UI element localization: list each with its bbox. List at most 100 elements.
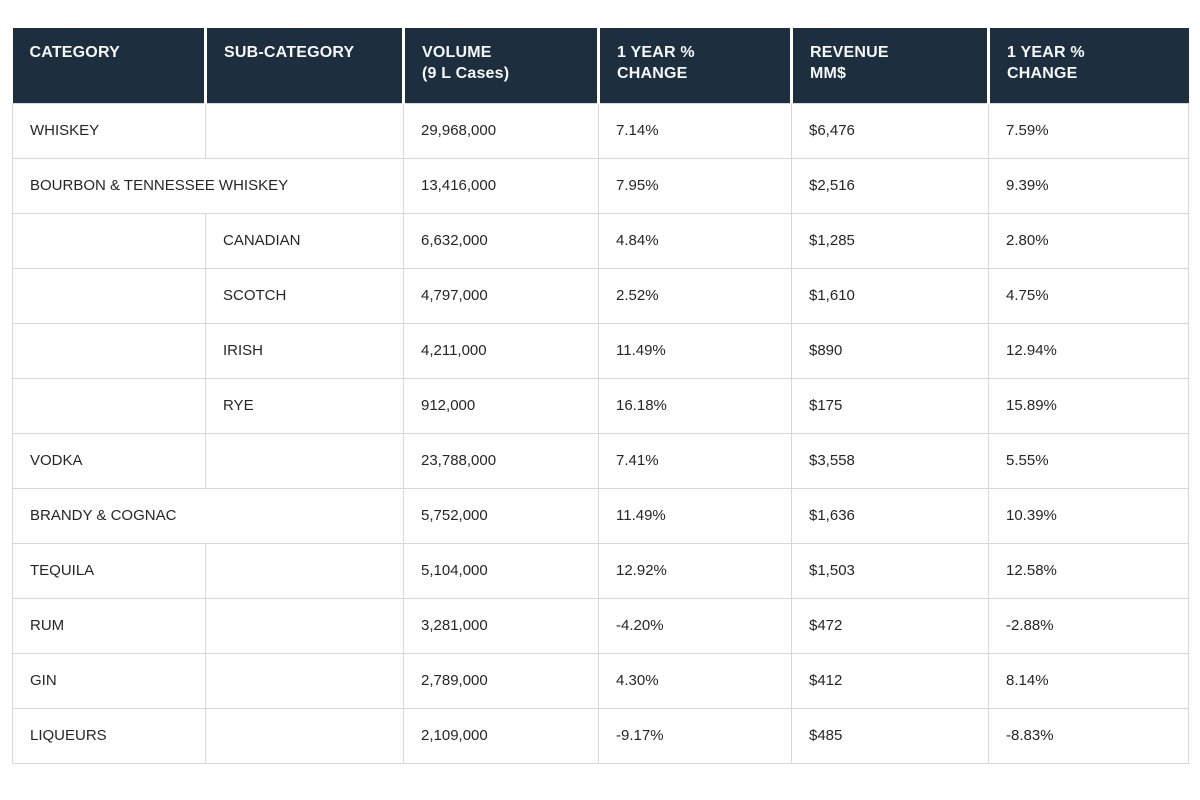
revenue-cell: $890 bbox=[791, 322, 989, 379]
revenue-cell: $412 bbox=[791, 652, 989, 709]
category-cell: RUM bbox=[12, 597, 206, 654]
volume-change-cell: -4.20% bbox=[598, 597, 792, 654]
table-row: IRISH 4,211,000 11.49% $890 12.94% bbox=[12, 322, 1189, 379]
subcategory-cell bbox=[205, 542, 404, 599]
revenue-cell: $175 bbox=[791, 377, 989, 434]
volume-cell: 912,000 bbox=[403, 377, 599, 434]
header-subcategory: SUB-CATEGORY bbox=[204, 28, 404, 103]
table-body: WHISKEY 29,968,000 7.14% $6,476 7.59% BOURBON… bbox=[12, 102, 1189, 764]
subcategory-cell bbox=[205, 432, 404, 489]
revenue-change-cell: 12.58% bbox=[988, 542, 1189, 599]
category-cell: BRANDY & COGNAC bbox=[12, 487, 404, 544]
volume-change-cell: 11.49% bbox=[598, 487, 792, 544]
header-volume-change: 1 YEAR % CHANGE bbox=[597, 28, 792, 103]
subcategory-cell: SCOTCH bbox=[205, 267, 404, 324]
table-header: CATEGORY SUB-CATEGORY VOLUME (9 L Cases)… bbox=[12, 28, 1189, 103]
volume-change-cell: 11.49% bbox=[598, 322, 792, 379]
revenue-change-cell: 2.80% bbox=[988, 212, 1189, 269]
volume-change-cell: 7.14% bbox=[598, 102, 792, 159]
subcategory-cell: RYE bbox=[205, 377, 404, 434]
table-row: BRANDY & COGNAC 5,752,000 11.49% $1,636 10.3… bbox=[12, 487, 1189, 544]
revenue-change-cell: -8.83% bbox=[988, 707, 1189, 764]
revenue-change-cell: 8.14% bbox=[988, 652, 1189, 709]
table-header-row: CATEGORY SUB-CATEGORY VOLUME (9 L Cases)… bbox=[12, 28, 1189, 103]
revenue-cell: $472 bbox=[791, 597, 989, 654]
volume-cell: 2,109,000 bbox=[403, 707, 599, 764]
category-cell: VODKA bbox=[12, 432, 206, 489]
volume-change-cell: 4.84% bbox=[598, 212, 792, 269]
header-revenue-label: REVENUE bbox=[810, 44, 889, 61]
category-cell: WHISKEY bbox=[12, 102, 206, 159]
revenue-cell: $6,476 bbox=[791, 102, 989, 159]
volume-change-cell: 7.41% bbox=[598, 432, 792, 489]
header-revenue-unit: MM$ bbox=[810, 65, 847, 82]
category-cell bbox=[12, 322, 206, 379]
table-row: VODKA 23,788,000 7.41% $3,558 5.55% bbox=[12, 432, 1189, 489]
volume-change-cell: 12.92% bbox=[598, 542, 792, 599]
volume-cell: 23,788,000 bbox=[403, 432, 599, 489]
category-cell bbox=[12, 212, 206, 269]
category-cell: LIQUEURS bbox=[12, 707, 206, 764]
header-volume: VOLUME (9 L Cases) bbox=[402, 28, 599, 103]
volume-cell: 4,211,000 bbox=[403, 322, 599, 379]
header-revenue-change: 1 YEAR % CHANGE bbox=[987, 28, 1189, 103]
category-cell bbox=[12, 377, 206, 434]
subcategory-cell bbox=[205, 597, 404, 654]
revenue-change-cell: 15.89% bbox=[988, 377, 1189, 434]
table-row: RUM 3,281,000 -4.20% $472 -2.88% bbox=[12, 597, 1189, 654]
revenue-change-cell: 5.55% bbox=[988, 432, 1189, 489]
category-cell: BOURBON & TENNESSEE WHISKEY bbox=[12, 157, 404, 214]
revenue-change-cell: 7.59% bbox=[988, 102, 1189, 159]
subcategory-cell bbox=[205, 707, 404, 764]
volume-change-cell: 4.30% bbox=[598, 652, 792, 709]
category-cell: GIN bbox=[12, 652, 206, 709]
revenue-cell: $2,516 bbox=[791, 157, 989, 214]
table-row: BOURBON & TENNESSEE WHISKEY 13,416,000 7.9… bbox=[12, 157, 1189, 214]
subcategory-cell: IRISH bbox=[205, 322, 404, 379]
revenue-cell: $1,285 bbox=[791, 212, 989, 269]
volume-cell: 2,789,000 bbox=[403, 652, 599, 709]
header-subcategory-label: SUB-CATEGORY bbox=[224, 44, 355, 61]
revenue-change-cell: 4.75% bbox=[988, 267, 1189, 324]
spirits-category-table-wrap: CATEGORY SUB-CATEGORY VOLUME (9 L Cases)… bbox=[12, 28, 1189, 764]
subcategory-cell bbox=[205, 102, 404, 159]
revenue-change-cell: 10.39% bbox=[988, 487, 1189, 544]
category-cell: TEQUILA bbox=[12, 542, 206, 599]
volume-cell: 3,281,000 bbox=[403, 597, 599, 654]
header-category: CATEGORY bbox=[12, 28, 206, 103]
header-volume-unit: (9 L Cases) bbox=[422, 65, 510, 82]
volume-change-cell: 7.95% bbox=[598, 157, 792, 214]
volume-cell: 6,632,000 bbox=[403, 212, 599, 269]
table-row: LIQUEURS 2,109,000 -9.17% $485 -8.83% bbox=[12, 707, 1189, 764]
table-row: CANADIAN 6,632,000 4.84% $1,285 2.80% bbox=[12, 212, 1189, 269]
revenue-cell: $1,503 bbox=[791, 542, 989, 599]
volume-cell: 29,968,000 bbox=[403, 102, 599, 159]
revenue-cell: $3,558 bbox=[791, 432, 989, 489]
revenue-change-cell: 12.94% bbox=[988, 322, 1189, 379]
volume-change-cell: 16.18% bbox=[598, 377, 792, 434]
volume-change-cell: 2.52% bbox=[598, 267, 792, 324]
revenue-change-cell: 9.39% bbox=[988, 157, 1189, 214]
header-volume-label: VOLUME bbox=[422, 44, 492, 61]
revenue-change-cell: -2.88% bbox=[988, 597, 1189, 654]
volume-cell: 5,752,000 bbox=[403, 487, 599, 544]
subcategory-cell bbox=[205, 652, 404, 709]
volume-cell: 5,104,000 bbox=[403, 542, 599, 599]
header-category-label: CATEGORY bbox=[29, 44, 120, 61]
spirits-category-table: CATEGORY SUB-CATEGORY VOLUME (9 L Cases)… bbox=[12, 28, 1189, 764]
header-volume-change-label: 1 YEAR % bbox=[617, 44, 695, 61]
category-cell bbox=[12, 267, 206, 324]
subcategory-cell: CANADIAN bbox=[205, 212, 404, 269]
revenue-cell: $1,610 bbox=[791, 267, 989, 324]
table-row: RYE 912,000 16.18% $175 15.89% bbox=[12, 377, 1189, 434]
header-revenue: REVENUE MM$ bbox=[790, 28, 989, 103]
table-row: WHISKEY 29,968,000 7.14% $6,476 7.59% bbox=[12, 102, 1189, 159]
volume-change-cell: -9.17% bbox=[598, 707, 792, 764]
header-revenue-change-label: 1 YEAR % bbox=[1007, 44, 1085, 61]
revenue-cell: $1,636 bbox=[791, 487, 989, 544]
table-row: TEQUILA 5,104,000 12.92% $1,503 12.58% bbox=[12, 542, 1189, 599]
table-row: SCOTCH 4,797,000 2.52% $1,610 4.75% bbox=[12, 267, 1189, 324]
volume-cell: 13,416,000 bbox=[403, 157, 599, 214]
revenue-cell: $485 bbox=[791, 707, 989, 764]
volume-cell: 4,797,000 bbox=[403, 267, 599, 324]
